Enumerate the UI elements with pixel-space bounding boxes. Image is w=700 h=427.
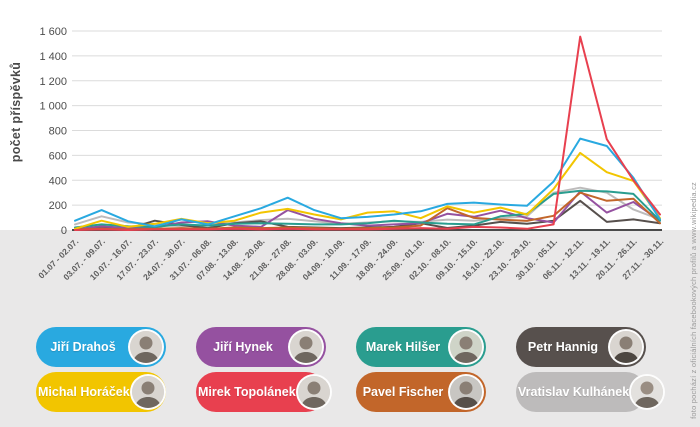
y-tick-label: 1 200: [39, 76, 67, 88]
y-tick-label: 800: [49, 126, 67, 138]
line-Pavel Fischer: [74, 191, 661, 231]
candidate-photo-icon: [129, 374, 166, 410]
candidate-name: Jiří Drahoš: [50, 340, 116, 354]
candidate-photo-icon: [128, 329, 164, 365]
candidate-photo-icon: [629, 374, 666, 410]
candidate-photo-icon: [295, 374, 332, 410]
candidate-photo-icon: [448, 329, 484, 365]
candidate-photo-icon: [448, 374, 484, 410]
y-tick-label: 0: [61, 225, 67, 237]
legend-item-vratislav-kulhanek[interactable]: Vratislav Kulhánek: [516, 372, 666, 412]
photo-credit-caption: foto pochází z oficiálních facebookových…: [689, 182, 698, 419]
legend-item-marek-hilser[interactable]: Marek Hilšer: [356, 327, 486, 367]
candidate-name: Michal Horáček: [38, 385, 130, 399]
candidate-name: Petr Hannig: [527, 340, 599, 354]
candidate-name: Vratislav Kulhánek: [518, 385, 630, 399]
legend-item-jiri-hynek[interactable]: Jiří Hynek: [196, 327, 326, 367]
legend-item-pavel-fischer[interactable]: Pavel Fischer: [356, 372, 486, 412]
line-Mirek Topolánek: [74, 35, 661, 231]
legend-item-petr-hannig[interactable]: Petr Hannig: [516, 327, 646, 367]
candidate-name: Marek Hilšer: [365, 340, 441, 354]
y-tick-label: 200: [49, 200, 67, 212]
candidate-name: Pavel Fischer: [362, 385, 444, 399]
y-tick-label: 600: [49, 150, 67, 162]
y-axis-title: počet příspěvků: [9, 61, 23, 163]
legend-item-jiri-drahos[interactable]: Jiří Drahoš: [36, 327, 166, 367]
line-Jiří Hynek: [74, 190, 661, 231]
line-Michal Horáček: [74, 151, 661, 230]
y-tick-label: 1 400: [39, 51, 67, 63]
candidate-name: Jiří Hynek: [213, 340, 273, 354]
y-tick-label: 1 600: [39, 26, 67, 38]
legend: Jiří Drahoš Jiří Hynek Marek Hilšer Petr…: [36, 327, 676, 412]
legend-item-michal-horacek[interactable]: Michal Horáček: [36, 372, 166, 412]
candidate-name: Mirek Topolánek: [198, 385, 296, 399]
legend-item-mirek-topolanek[interactable]: Mirek Topolánek: [196, 372, 332, 412]
candidate-photo-icon: [288, 329, 324, 365]
line-Marek Hilšer: [74, 189, 661, 229]
y-tick-label: 1 000: [39, 101, 67, 113]
y-tick-label: 400: [49, 175, 67, 187]
candidate-photo-icon: [608, 329, 644, 365]
